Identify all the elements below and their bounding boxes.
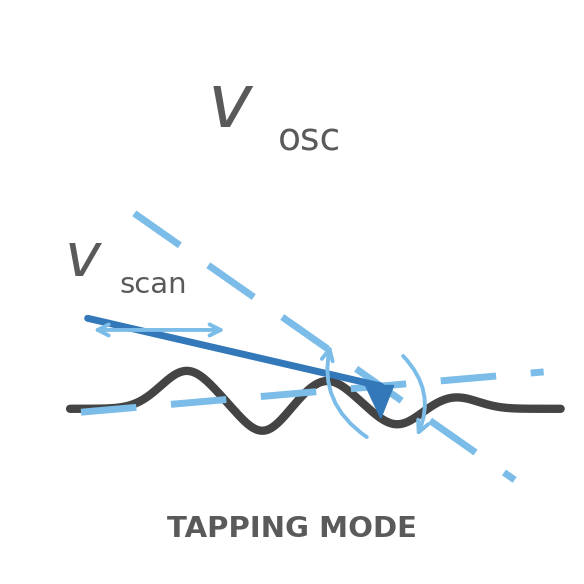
Text: osc: osc <box>277 123 340 159</box>
Text: TAPPING MODE: TAPPING MODE <box>167 515 417 543</box>
Text: $\mathit{v}$: $\mathit{v}$ <box>64 230 103 289</box>
Text: $\mathit{v}$: $\mathit{v}$ <box>207 70 255 143</box>
Polygon shape <box>366 385 394 418</box>
Text: scan: scan <box>120 271 187 299</box>
FancyArrowPatch shape <box>403 356 428 432</box>
FancyArrowPatch shape <box>322 349 367 437</box>
